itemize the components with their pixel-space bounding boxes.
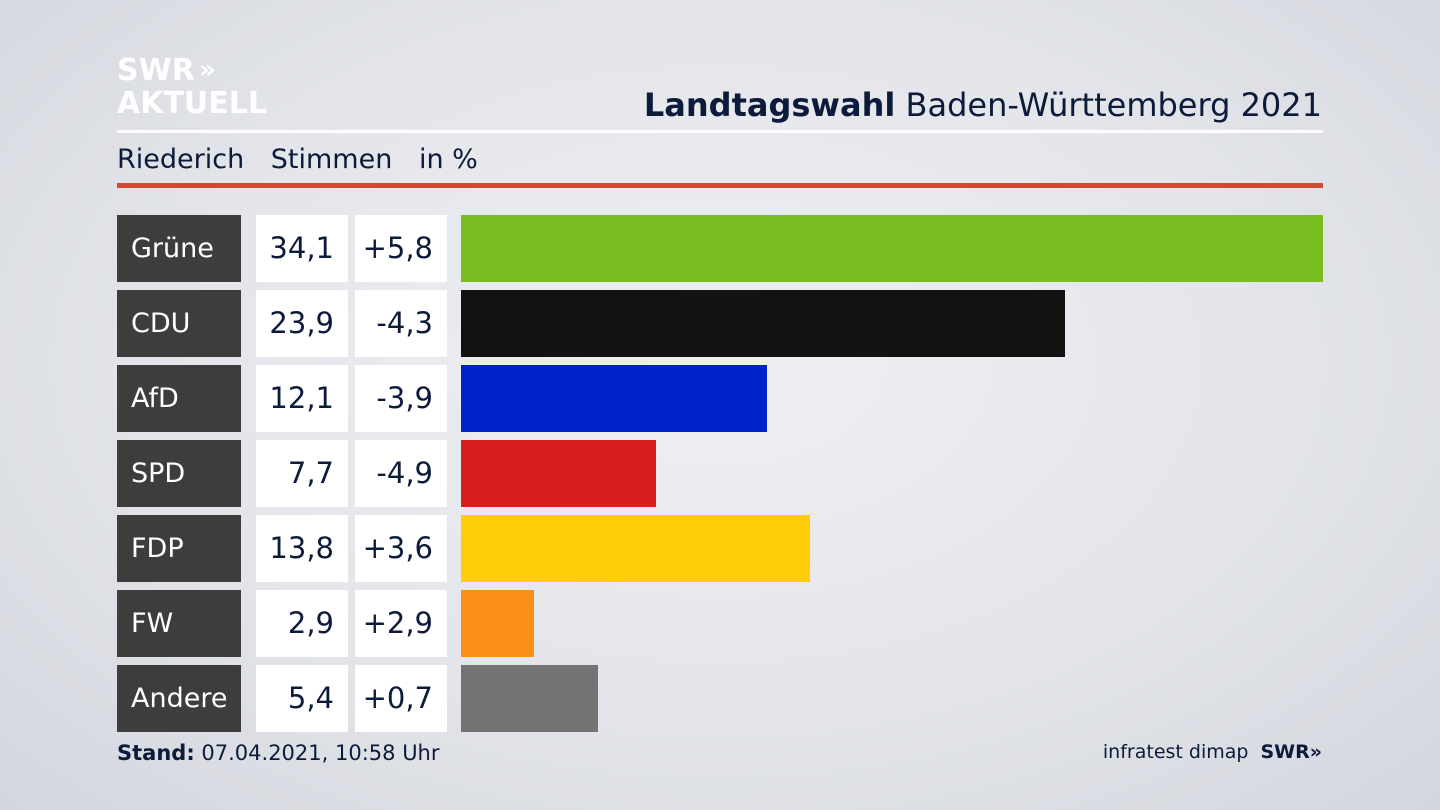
bar xyxy=(461,215,1323,282)
party-label: SPD xyxy=(117,440,241,507)
stand-label: Stand: xyxy=(117,741,195,765)
change-label: +0,7 xyxy=(355,665,447,732)
subtitle-label: Stimmen xyxy=(270,144,393,175)
party-label: AfD xyxy=(117,365,241,432)
change-label: -4,3 xyxy=(355,290,447,357)
bar xyxy=(461,590,534,657)
bar-row: SPD 7,7 -4,9 xyxy=(117,440,1323,507)
party-label: FDP xyxy=(117,515,241,582)
swr-aktuell-logo: SWR» AKTUELL xyxy=(117,54,267,120)
subtitle-unit: in % xyxy=(418,144,478,175)
logo-aktuell-text: AKTUELL xyxy=(117,86,268,121)
vote-share-label: 23,9 xyxy=(256,290,348,357)
party-label: Andere xyxy=(117,665,241,732)
source-text: infratest dimap xyxy=(1102,741,1249,763)
bar xyxy=(461,365,767,432)
vote-share-label: 34,1 xyxy=(256,215,348,282)
change-label: +5,8 xyxy=(355,215,447,282)
vote-share-label: 7,7 xyxy=(256,440,348,507)
change-label: -4,9 xyxy=(355,440,447,507)
bar-row: Grüne 34,1 +5,8 xyxy=(117,215,1323,282)
logo-swr-text: SWR xyxy=(117,53,195,88)
bar-row: FDP 13,8 +3,6 xyxy=(117,515,1323,582)
bar-row: Andere 5,4 +0,7 xyxy=(117,665,1323,732)
accent-divider xyxy=(117,183,1323,188)
vote-share-label: 2,9 xyxy=(256,590,348,657)
logo-arrows-icon: » xyxy=(198,55,216,85)
change-label: +2,9 xyxy=(355,590,447,657)
subtitle-place: Riederich xyxy=(117,144,245,175)
vote-share-label: 5,4 xyxy=(256,665,348,732)
bar xyxy=(461,515,810,582)
bar-row: CDU 23,9 -4,3 xyxy=(117,290,1323,357)
party-label: FW xyxy=(117,590,241,657)
header-divider xyxy=(117,130,1323,133)
bar-row: AfD 12,1 -3,9 xyxy=(117,365,1323,432)
vote-share-label: 12,1 xyxy=(256,365,348,432)
bar xyxy=(461,290,1065,357)
party-label: Grüne xyxy=(117,215,241,282)
change-label: +3,6 xyxy=(355,515,447,582)
party-label: CDU xyxy=(117,290,241,357)
bar xyxy=(461,665,598,732)
timestamp: Stand: 07.04.2021, 10:58 Uhr xyxy=(117,741,440,765)
swr-footer-logo: SWR» xyxy=(1260,741,1322,763)
bar-row: FW 2,9 +2,9 xyxy=(117,590,1323,657)
chart-subtitle: Riederich Stimmen in % xyxy=(117,144,496,175)
bar xyxy=(461,440,656,507)
title-bold: Landtagswahl xyxy=(643,86,896,124)
page-title: Landtagswahl Baden-Württemberg 2021 xyxy=(644,86,1322,124)
stand-value: 07.04.2021, 10:58 Uhr xyxy=(201,741,440,765)
vote-share-label: 13,8 xyxy=(256,515,348,582)
title-rest: Baden-Württemberg 2021 xyxy=(905,86,1323,124)
source-credit: infratest dimap SWR» xyxy=(1103,741,1322,763)
change-label: -3,9 xyxy=(355,365,447,432)
